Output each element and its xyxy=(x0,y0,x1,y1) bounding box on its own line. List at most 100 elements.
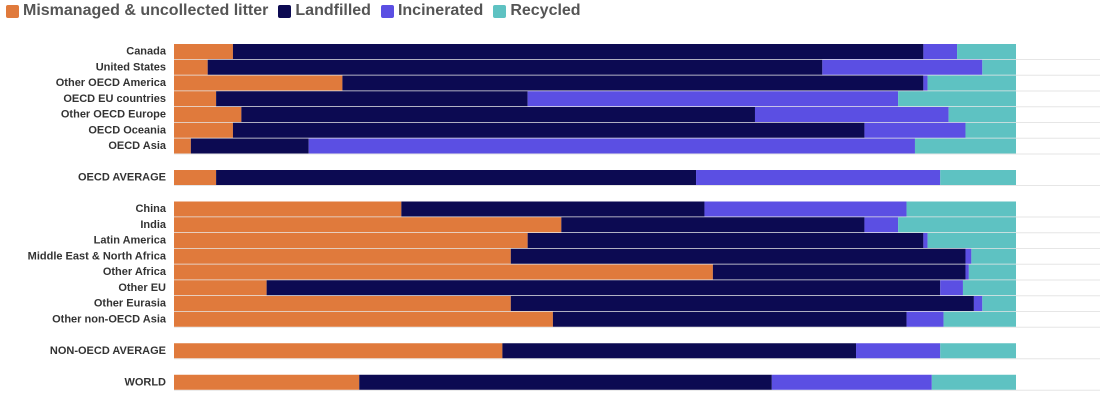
legend-item[interactable]: Mismanaged & uncollected litter xyxy=(6,2,268,20)
category-label: OECD AVERAGE xyxy=(78,172,166,184)
category-label: Other OECD Europe xyxy=(61,109,166,121)
bar-segment xyxy=(174,138,191,154)
category-label: Other Eurasia xyxy=(94,298,167,310)
bar-segment xyxy=(502,343,857,359)
bar-segment xyxy=(982,296,1016,311)
bar-segment xyxy=(957,44,1016,59)
bar-segment xyxy=(906,201,1016,217)
category-label: Other non-OECD Asia xyxy=(52,313,167,325)
bar-segment xyxy=(174,44,233,59)
category-label: OECD Oceania xyxy=(88,124,167,136)
bar-segment xyxy=(216,170,697,185)
bar-segment xyxy=(822,59,983,75)
gridlines xyxy=(174,59,1100,391)
bar-segment xyxy=(174,374,360,390)
bar-segment xyxy=(898,91,1016,107)
legend: Mismanaged & uncollected litter Landfille… xyxy=(6,0,581,22)
bar-segment xyxy=(359,374,772,390)
bar-segment xyxy=(510,296,974,311)
bar-segment xyxy=(552,311,907,327)
bar-segment xyxy=(232,44,924,59)
category-label: WORLD xyxy=(124,376,166,388)
bar-segment xyxy=(940,280,963,296)
bar-segment xyxy=(174,107,242,122)
legend-item[interactable]: Recycled xyxy=(493,2,581,20)
bar-segment xyxy=(174,217,562,233)
bar-segment xyxy=(965,122,1016,138)
bar-segment xyxy=(174,170,217,185)
bar-segment xyxy=(982,59,1016,75)
bar-segment xyxy=(931,374,1016,390)
category-label: OECD EU countries xyxy=(63,93,166,105)
legend-item[interactable]: Incinerated xyxy=(380,2,484,20)
legend-swatch xyxy=(493,4,507,18)
legend-label: Landfilled xyxy=(295,2,371,19)
bar-segment xyxy=(342,75,924,91)
bar-segment xyxy=(940,343,1016,359)
bar-segment xyxy=(174,296,511,311)
category-label: Latin America xyxy=(94,235,167,247)
bar-segment xyxy=(971,248,1016,264)
bar-segment xyxy=(401,201,705,217)
bars xyxy=(174,44,1016,390)
bar-segment xyxy=(174,233,528,248)
category-label: China xyxy=(135,203,166,215)
category-label: NON-OECD AVERAGE xyxy=(50,345,166,357)
bar-segment xyxy=(696,170,941,185)
legend-label: Recycled xyxy=(510,2,581,19)
legend-label: Incinerated xyxy=(397,2,484,19)
bar-segment xyxy=(927,233,1016,248)
bar-segment xyxy=(962,280,1016,296)
bar-segment xyxy=(906,311,944,327)
bar-segment xyxy=(968,264,1016,280)
bar-segment xyxy=(174,343,503,359)
bar-segment xyxy=(943,311,1016,327)
bar-segment xyxy=(174,311,553,327)
bar-segment xyxy=(266,280,941,296)
category-labels: Canada United States Other OECD America OEC… xyxy=(28,46,167,389)
category-label: OECD Asia xyxy=(108,140,167,152)
bar-segment xyxy=(174,75,343,91)
bar-segment xyxy=(898,217,1016,233)
bar-segment xyxy=(241,107,755,122)
bar-segment xyxy=(771,374,932,390)
bar-segment xyxy=(174,59,208,75)
bar-segment xyxy=(923,233,928,248)
bar-segment xyxy=(914,138,1016,154)
bar-segment xyxy=(864,122,966,138)
bar-segment xyxy=(174,91,217,107)
legend-swatch xyxy=(6,4,19,18)
bar-segment xyxy=(754,107,949,122)
legend-swatch xyxy=(380,4,394,18)
bar-segment xyxy=(965,264,969,280)
bar-segment xyxy=(207,59,823,75)
legend-label: Mismanaged & uncollected litter xyxy=(23,2,269,19)
bar-segment xyxy=(527,91,899,107)
bar-segment xyxy=(923,75,928,91)
bar-segment xyxy=(864,217,899,233)
bar-segment xyxy=(923,44,958,59)
bar-segment xyxy=(712,264,966,280)
legend-swatch xyxy=(278,4,292,18)
bar-segment xyxy=(190,138,309,154)
bar-segment xyxy=(527,233,924,248)
bar-segment xyxy=(965,248,972,264)
bar-segment xyxy=(174,201,402,217)
legend-item[interactable]: Landfilled xyxy=(278,2,371,20)
bar-segment xyxy=(940,170,1016,185)
category-label: Other Africa xyxy=(103,266,167,278)
category-label: Canada xyxy=(126,46,167,58)
bar-segment xyxy=(704,201,907,217)
bar-segment xyxy=(561,217,865,233)
bar-segment xyxy=(510,248,966,264)
bar-segment xyxy=(216,91,528,107)
bar-segment xyxy=(856,343,941,359)
category-label: Other EU xyxy=(118,282,166,294)
bar-segment xyxy=(174,264,713,280)
bar-segment xyxy=(174,280,267,296)
bar-segment xyxy=(174,248,511,264)
bar-segment xyxy=(232,122,865,138)
bar-segment xyxy=(927,75,1016,91)
category-label: Other OECD America xyxy=(56,77,167,89)
